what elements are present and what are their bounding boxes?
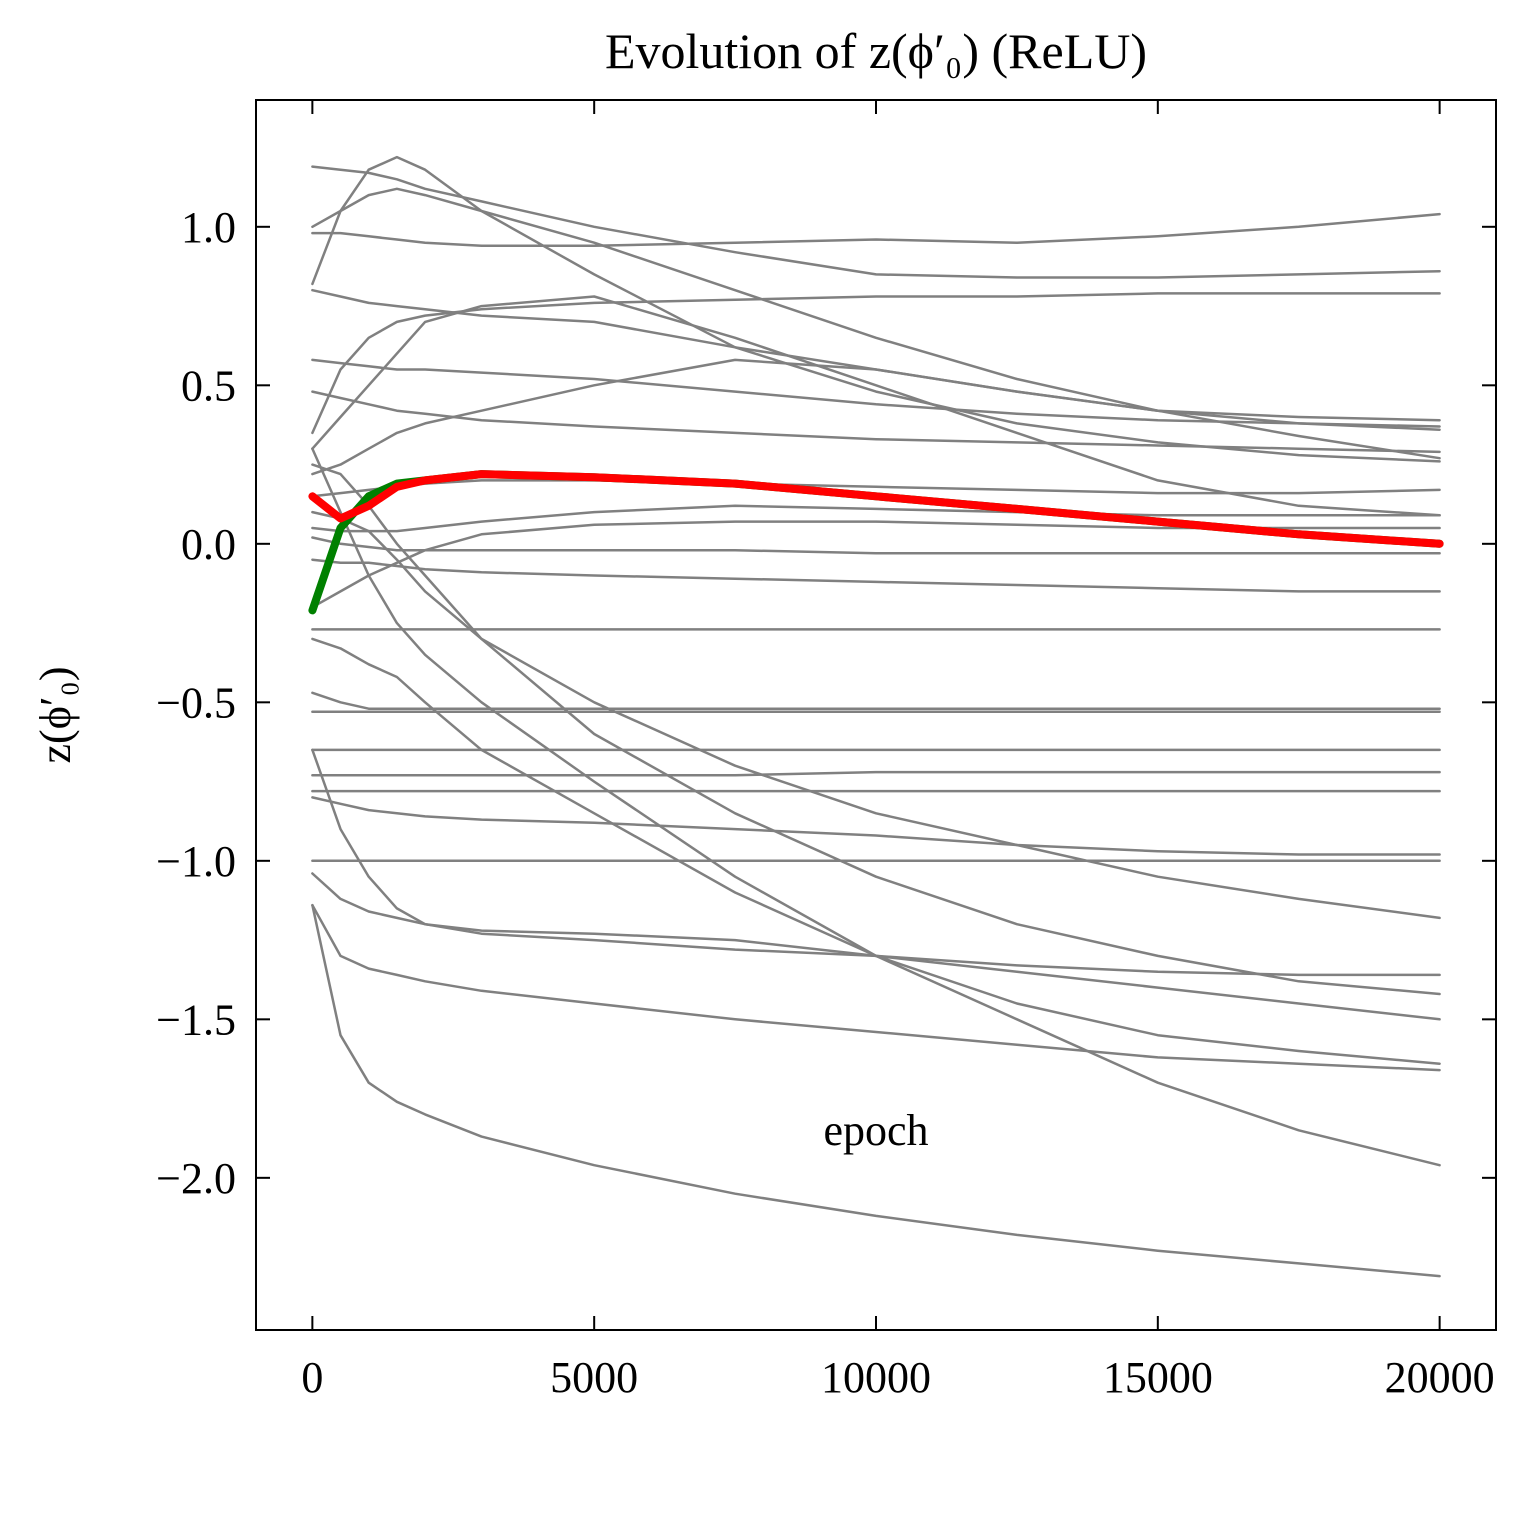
y-tick-label: −2.0	[156, 1154, 236, 1203]
series-line	[311, 212, 1441, 248]
series-line	[311, 155, 1441, 463]
chart-title: Evolution of z(ϕ′₀) (ReLU)	[605, 23, 1147, 79]
series-line	[311, 463, 1441, 996]
series-line	[311, 796, 1441, 856]
series-line	[311, 288, 1441, 431]
series-line	[311, 637, 1441, 1065]
series-line	[311, 770, 1441, 777]
x-axis-label: epoch	[823, 1106, 928, 1155]
y-tick-label: 1.0	[181, 203, 236, 252]
y-tick-label: 0.0	[181, 520, 236, 569]
series-line	[308, 470, 1444, 548]
series-line	[311, 447, 1441, 1167]
series-line	[311, 165, 1441, 279]
series-line	[311, 510, 1441, 920]
series-line	[311, 691, 1441, 710]
series-line	[311, 558, 1441, 593]
series-line	[311, 295, 1441, 517]
x-tick-label: 15000	[1103, 1353, 1213, 1402]
series-line	[311, 748, 1441, 1021]
y-tick-label: −0.5	[156, 678, 236, 727]
series-line	[311, 903, 1441, 1278]
x-tick-label: 20000	[1385, 1353, 1495, 1402]
series-line	[311, 390, 1441, 454]
x-tick-label: 5000	[550, 1353, 638, 1402]
series-line	[311, 358, 1441, 428]
series-line	[311, 903, 1441, 1072]
series-line	[311, 292, 1441, 435]
y-axis-label: z(ϕ′₀)	[31, 667, 80, 764]
y-tick-label: 0.5	[181, 361, 236, 410]
series-line	[311, 536, 1441, 555]
series-line	[311, 187, 1441, 460]
series-line	[311, 872, 1441, 977]
y-tick-label: −1.5	[156, 995, 236, 1044]
series-line	[311, 358, 1441, 476]
y-tick-label: −1.0	[156, 837, 236, 886]
x-tick-label: 0	[301, 1353, 323, 1402]
x-tick-label: 10000	[821, 1353, 931, 1402]
